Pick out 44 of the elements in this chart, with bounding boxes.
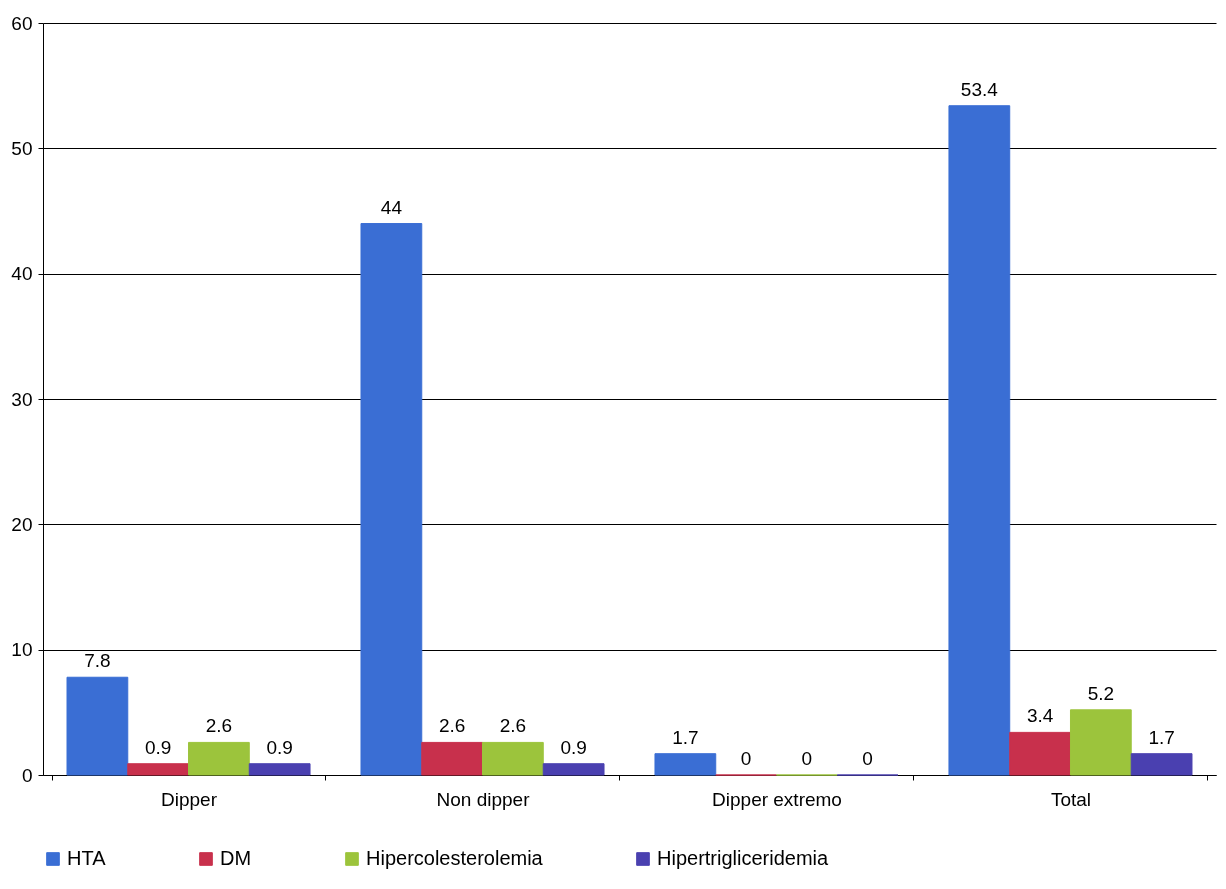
data-label: 0.9 — [560, 736, 587, 758]
bar — [542, 763, 605, 776]
y-tick-label: 20 — [11, 513, 33, 535]
bar — [482, 741, 544, 776]
y-tick-label: 40 — [11, 263, 33, 285]
data-label: 0.9 — [266, 736, 293, 758]
bar — [188, 741, 250, 776]
y-tick-label: 30 — [11, 388, 33, 410]
bar — [1069, 709, 1132, 776]
x-tick-label: Non dipper — [436, 788, 531, 810]
legend-label: HTA — [67, 847, 107, 869]
y-tick-label: 10 — [11, 639, 33, 661]
bar — [66, 676, 129, 776]
data-label: 1.7 — [672, 726, 699, 748]
legend-label: Hipercolesterolemia — [366, 847, 544, 869]
bar — [654, 753, 717, 776]
data-label: 7.8 — [84, 650, 111, 672]
data-label: 0.9 — [144, 736, 172, 758]
data-label: 0 — [801, 748, 813, 769]
bar — [1009, 731, 1071, 776]
bar — [360, 223, 423, 776]
data-label: 44 — [380, 196, 403, 218]
data-label: 5.2 — [1087, 682, 1115, 704]
data-label: 2.6 — [499, 715, 527, 737]
y-tick-label: 0 — [21, 764, 33, 786]
y-tick-label: 50 — [11, 137, 33, 159]
legend-label: DM — [220, 847, 252, 869]
bar — [421, 741, 484, 776]
x-tick-label: Total — [1050, 788, 1092, 810]
data-label: 2.6 — [438, 715, 466, 737]
bar — [248, 763, 311, 776]
data-label: 0 — [740, 748, 752, 769]
y-tick-label: 60 — [11, 12, 33, 34]
bar — [127, 763, 190, 776]
data-label: 3.4 — [1026, 705, 1054, 727]
x-tick-label: Dipper — [161, 788, 218, 810]
data-label: 53.4 — [960, 78, 999, 100]
data-label: 2.6 — [205, 715, 233, 737]
data-label: 1.7 — [1148, 726, 1175, 748]
bar — [1130, 753, 1193, 776]
legend-label: Hipertrigliceridemia — [657, 847, 830, 869]
data-label: 0 — [862, 748, 873, 769]
x-tick-label: Dipper extremo — [712, 788, 842, 810]
bar — [948, 105, 1011, 776]
